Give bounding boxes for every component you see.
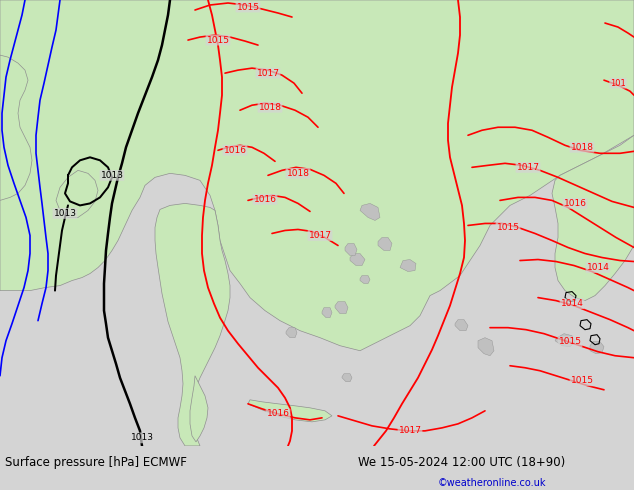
Polygon shape [0,55,32,200]
Text: 1016: 1016 [564,199,586,208]
Polygon shape [350,253,365,266]
Polygon shape [378,238,392,250]
Text: 1014: 1014 [586,263,609,272]
Polygon shape [345,244,357,255]
Polygon shape [590,342,604,354]
Text: 1017: 1017 [309,231,332,240]
Text: 1015: 1015 [207,36,230,45]
Text: 1016: 1016 [254,195,276,204]
Polygon shape [552,135,634,300]
Text: 1013: 1013 [53,209,77,218]
Text: 101: 101 [610,79,626,88]
Polygon shape [342,374,352,382]
Polygon shape [400,260,416,271]
Text: 1015: 1015 [236,2,259,11]
Polygon shape [155,203,230,446]
Text: 1017: 1017 [517,163,540,172]
Text: 1016: 1016 [224,146,247,155]
Text: 1014: 1014 [560,299,583,308]
Text: 1015: 1015 [559,337,581,346]
Text: 1017: 1017 [399,426,422,436]
Polygon shape [360,203,380,220]
Text: 1017: 1017 [257,69,280,77]
Polygon shape [56,171,98,218]
Polygon shape [335,302,348,314]
Text: 1018: 1018 [259,103,281,112]
Text: 1015: 1015 [496,223,519,232]
Polygon shape [286,328,297,338]
Polygon shape [0,0,634,351]
Text: Surface pressure [hPa] ECMWF: Surface pressure [hPa] ECMWF [5,456,187,469]
Text: 1018: 1018 [571,143,593,152]
Text: 1015: 1015 [571,376,593,385]
Polygon shape [478,338,494,356]
Polygon shape [455,319,468,331]
Text: 1016: 1016 [266,409,290,418]
Polygon shape [248,400,332,422]
Text: 1013: 1013 [131,433,153,442]
Text: We 15-05-2024 12:00 UTC (18+90): We 15-05-2024 12:00 UTC (18+90) [358,456,566,469]
Text: ©weatheronline.co.uk: ©weatheronline.co.uk [437,478,546,488]
Polygon shape [190,376,208,442]
Polygon shape [360,275,370,284]
Polygon shape [555,334,575,347]
Text: 1013: 1013 [101,171,124,180]
Polygon shape [322,308,332,318]
Text: 1018: 1018 [287,169,309,178]
